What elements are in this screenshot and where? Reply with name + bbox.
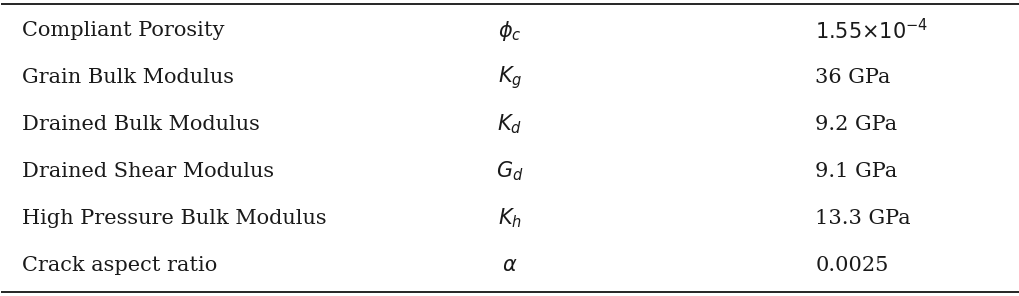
Text: $\alpha$: $\alpha$: [501, 256, 518, 275]
Text: $G_d$: $G_d$: [496, 160, 523, 183]
Text: $K_h$: $K_h$: [497, 207, 522, 230]
Text: Grain Bulk Modulus: Grain Bulk Modulus: [21, 68, 233, 87]
Text: $1.55{\times}10^{-4}$: $1.55{\times}10^{-4}$: [814, 18, 927, 43]
Text: $\phi_c$: $\phi_c$: [497, 19, 522, 43]
Text: 9.2 GPa: 9.2 GPa: [814, 115, 897, 134]
Text: 13.3 GPa: 13.3 GPa: [814, 209, 910, 228]
Text: Drained Shear Modulus: Drained Shear Modulus: [21, 162, 273, 181]
Text: Compliant Porosity: Compliant Porosity: [21, 21, 224, 40]
Text: $K_g$: $K_g$: [497, 64, 522, 91]
Text: Drained Bulk Modulus: Drained Bulk Modulus: [21, 115, 260, 134]
Text: $K_d$: $K_d$: [497, 113, 522, 136]
Text: Crack aspect ratio: Crack aspect ratio: [21, 256, 217, 275]
Text: High Pressure Bulk Modulus: High Pressure Bulk Modulus: [21, 209, 326, 228]
Text: 0.0025: 0.0025: [814, 256, 888, 275]
Text: 36 GPa: 36 GPa: [814, 68, 890, 87]
Text: 9.1 GPa: 9.1 GPa: [814, 162, 897, 181]
